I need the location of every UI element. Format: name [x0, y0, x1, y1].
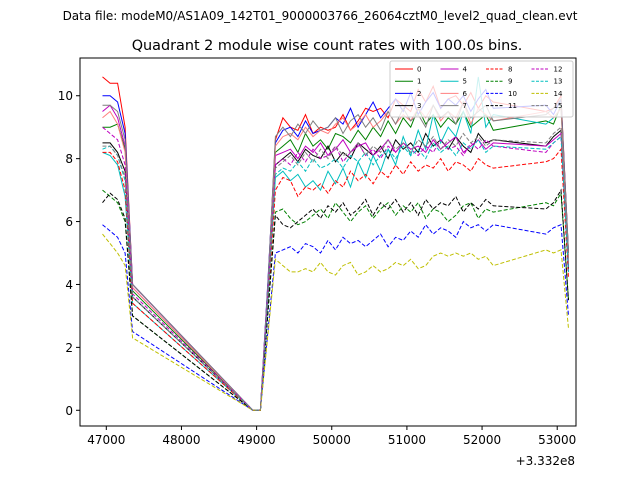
- legend-label-4: 4: [463, 66, 468, 74]
- y-tick-label: 4: [65, 278, 73, 292]
- x-axis: 47000 48000 49000 50000 51000 52000 53000: [87, 426, 576, 447]
- y-tick-label: 10: [58, 89, 73, 103]
- series-line-9: [102, 189, 569, 411]
- legend-label-12: 12: [554, 66, 563, 74]
- y-axis: 0 2 4 6 8 10: [58, 89, 80, 418]
- legend-label-1: 1: [417, 78, 421, 86]
- y-tick-label: 2: [65, 341, 73, 355]
- x-tick-label: 47000: [87, 433, 125, 447]
- series-line-8: [102, 147, 569, 411]
- series-line-11: [102, 188, 569, 411]
- figure-suptitle: Data file: modeM0/AS1A09_142T01_90000037…: [63, 9, 578, 23]
- legend-label-15: 15: [554, 102, 563, 110]
- x-tick-label: 52000: [463, 433, 501, 447]
- x-tick-label: 49000: [238, 433, 276, 447]
- series-line-15: [102, 126, 569, 411]
- y-tick-label: 8: [65, 152, 73, 166]
- legend-label-0: 0: [417, 66, 421, 74]
- y-tick-label: 6: [65, 215, 73, 229]
- legend-label-11: 11: [508, 102, 517, 110]
- legend-label-5: 5: [463, 78, 467, 86]
- x-tick-label: 51000: [388, 433, 426, 447]
- y-tick-label: 0: [65, 404, 73, 418]
- series-layer: [102, 76, 569, 411]
- x-tick-label: 50000: [313, 433, 351, 447]
- x-tick-label: 48000: [162, 433, 200, 447]
- legend-label-10: 10: [508, 90, 517, 98]
- series-line-13: [102, 135, 569, 411]
- x-axis-offset-label: +3.332e8: [516, 454, 575, 468]
- legend-label-9: 9: [508, 78, 512, 86]
- legend-label-13: 13: [554, 78, 563, 86]
- legend-frame: [389, 60, 574, 118]
- legend-label-8: 8: [508, 66, 512, 74]
- legend-label-6: 6: [463, 90, 468, 98]
- legend-label-3: 3: [417, 102, 421, 110]
- legend-label-14: 14: [554, 90, 563, 98]
- series-line-14: [102, 233, 569, 411]
- axes-frame: [79, 57, 577, 427]
- x-tick-label: 53000: [538, 433, 576, 447]
- chart-title: Quadrant 2 module wise count rates with …: [132, 38, 523, 54]
- legend-label-7: 7: [463, 102, 467, 110]
- legend-label-2: 2: [417, 90, 421, 98]
